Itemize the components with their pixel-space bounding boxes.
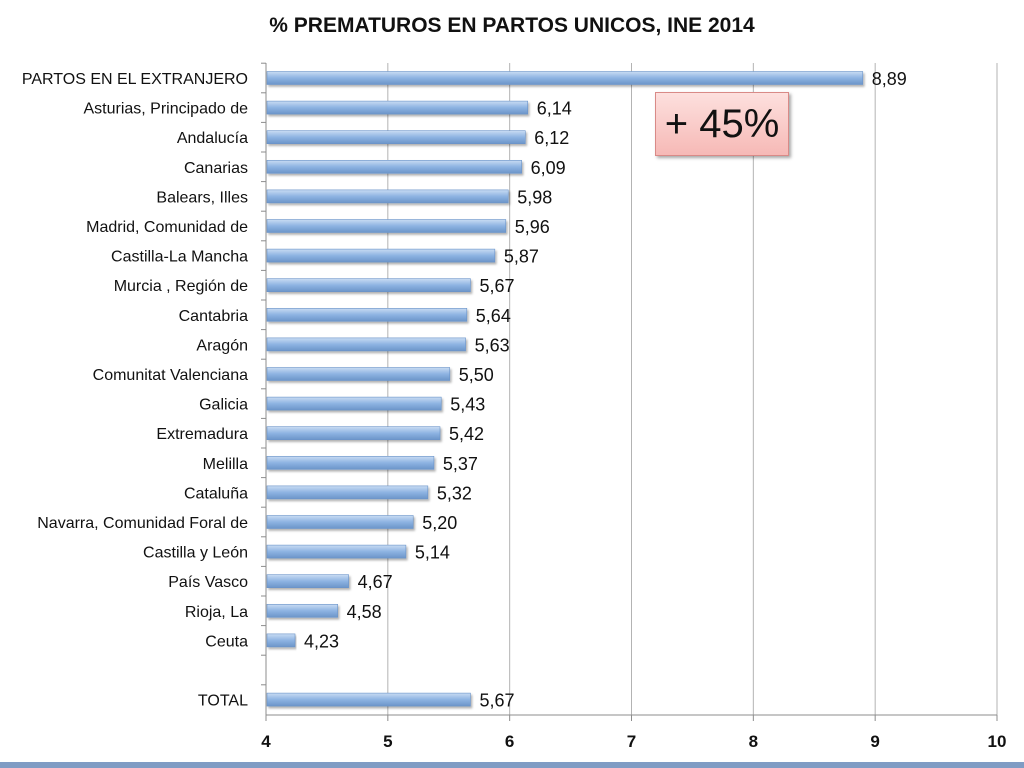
value-label: 5,67 xyxy=(479,276,514,296)
bar xyxy=(266,130,526,144)
category-label: Cantabria xyxy=(179,308,248,325)
bar xyxy=(266,71,864,85)
bar xyxy=(266,544,407,559)
bar xyxy=(266,160,522,174)
x-tick-label: 6 xyxy=(505,732,514,751)
bar xyxy=(266,100,529,115)
category-label: Balears, Illes xyxy=(156,189,248,206)
category-label: Aragón xyxy=(196,337,248,354)
value-label: 4,23 xyxy=(304,631,339,651)
category-label: Madrid, Comunidad de xyxy=(86,219,248,236)
value-label: 5,43 xyxy=(450,395,485,415)
chart-title: % PREMATUROS EN PARTOS UNICOS, INE 2014 xyxy=(269,14,755,37)
bars xyxy=(266,71,864,707)
category-label: PARTOS EN EL EXTRANJERO xyxy=(22,71,248,88)
category-label: Castilla-La Mancha xyxy=(111,249,248,266)
gridlines xyxy=(387,63,998,715)
value-label: 5,42 xyxy=(449,424,484,444)
increase-annotation: + 45% xyxy=(655,92,789,156)
category-label: Comunitat Valenciana xyxy=(93,367,248,384)
x-tick-label: 8 xyxy=(749,732,758,751)
value-label: 5,50 xyxy=(459,365,494,385)
bar xyxy=(266,633,296,648)
category-label: TOTAL xyxy=(198,693,248,710)
category-label: Murcia , Región de xyxy=(114,278,248,295)
bar xyxy=(266,219,507,233)
bar xyxy=(266,278,471,293)
value-label: 5,96 xyxy=(515,217,550,237)
category-label: Andalucía xyxy=(177,130,248,147)
category-label: Extremadura xyxy=(156,426,248,443)
bar xyxy=(266,692,471,707)
category-labels: PARTOS EN EL EXTRANJERO Asturias, Princip… xyxy=(22,71,248,710)
x-tick-label: 10 xyxy=(988,732,1007,751)
value-label: 5,98 xyxy=(517,187,552,207)
category-label: Navarra, Comunidad Foral de xyxy=(37,515,248,532)
bar xyxy=(266,515,414,529)
category-label: Galicia xyxy=(199,397,248,414)
category-label: Cataluña xyxy=(184,485,248,502)
category-label: Asturias, Principado de xyxy=(83,101,248,118)
value-label: 5,14 xyxy=(415,543,450,563)
x-tick-label: 4 xyxy=(261,732,271,751)
value-labels: 8,89 6,14 6,12 6,09 5,98 5,96 5,87 5,67 5,64 5,63… xyxy=(304,69,907,711)
value-label: 6,12 xyxy=(534,128,569,148)
bar xyxy=(266,307,468,322)
value-label: 5,37 xyxy=(443,454,478,474)
bottom-rule xyxy=(0,762,1024,768)
value-label: 6,14 xyxy=(537,99,572,119)
bar xyxy=(266,189,509,204)
value-label: 5,67 xyxy=(479,691,514,711)
bar xyxy=(266,426,441,441)
x-tick-label: 9 xyxy=(870,732,879,751)
value-label: 4,67 xyxy=(358,572,393,592)
value-label: 5,20 xyxy=(422,513,457,533)
category-label: Rioja, La xyxy=(185,604,248,621)
value-label: 5,63 xyxy=(475,335,510,355)
bar xyxy=(266,396,442,411)
x-axis: 4 5 6 7 8 9 10 xyxy=(261,62,1007,751)
value-label: 5,87 xyxy=(504,247,539,267)
category-label: Castilla y León xyxy=(143,545,248,562)
value-label: 8,89 xyxy=(872,69,907,89)
bar xyxy=(266,367,451,381)
value-label: 5,64 xyxy=(476,306,511,326)
x-tick-label: 7 xyxy=(627,732,636,751)
category-label: Melilla xyxy=(203,456,248,473)
value-label: 5,32 xyxy=(437,483,472,503)
value-label: 6,09 xyxy=(531,158,566,178)
value-label: 4,58 xyxy=(347,602,382,622)
category-label: País Vasco xyxy=(168,574,248,591)
bar xyxy=(266,455,435,470)
bar xyxy=(266,337,466,352)
bar xyxy=(266,485,429,500)
bar xyxy=(266,248,496,263)
bar xyxy=(266,603,338,618)
category-label: Canarias xyxy=(184,160,248,177)
category-label: Ceuta xyxy=(205,633,248,650)
bar xyxy=(266,574,349,589)
x-tick-label: 5 xyxy=(383,732,392,751)
